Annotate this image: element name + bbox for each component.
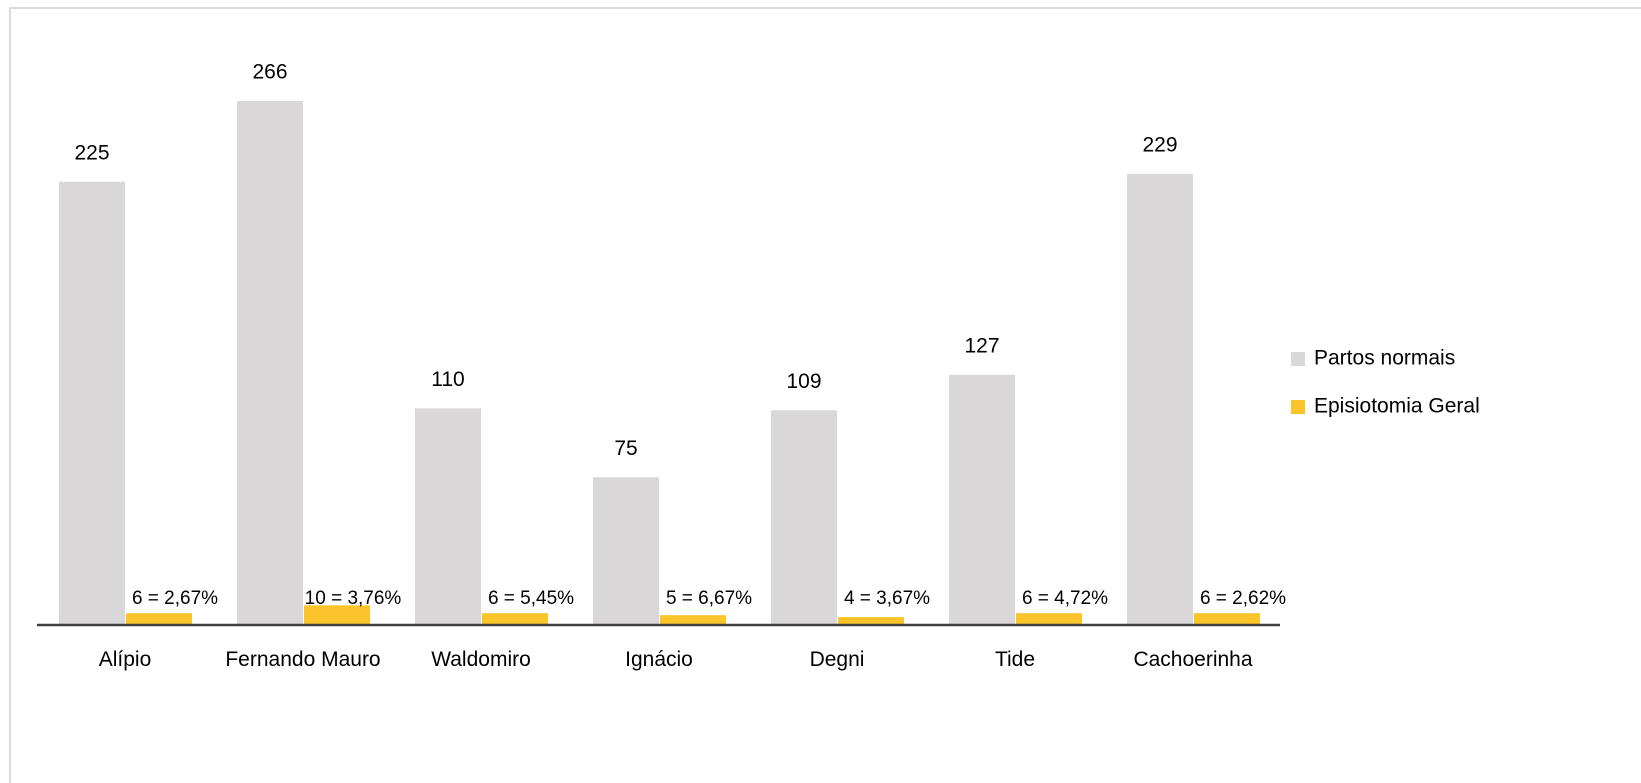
x-tick-label: Ignácio	[625, 648, 693, 671]
bar	[126, 613, 192, 625]
bar	[59, 181, 125, 626]
bar	[237, 101, 303, 625]
x-tick-label: Cachoerinha	[1133, 648, 1253, 671]
bar	[660, 615, 726, 625]
legend-label: Episiotomia Geral	[1314, 395, 1480, 418]
value-label: 6 = 4,72%	[1022, 588, 1108, 609]
value-label: 10 = 3,76%	[305, 588, 402, 609]
x-tick-label: Degni	[809, 648, 865, 671]
value-label: 109	[786, 370, 821, 393]
value-label: 75	[614, 437, 637, 460]
bar	[415, 408, 481, 625]
bar	[1194, 613, 1260, 625]
bar	[482, 613, 548, 625]
value-label: 127	[964, 334, 999, 357]
value-label: 229	[1142, 133, 1177, 156]
value-label: 4 = 3,67%	[844, 588, 930, 609]
bar	[1016, 613, 1082, 625]
value-label: 5 = 6,67%	[666, 588, 752, 609]
legend-swatch	[1291, 400, 1305, 414]
legend-swatch	[1291, 352, 1305, 366]
value-label: 225	[74, 141, 109, 164]
x-tick-label: Waldomiro	[431, 648, 531, 671]
value-label: 110	[431, 368, 464, 391]
value-label: 6 = 2,62%	[1200, 588, 1286, 609]
bar	[1127, 173, 1193, 626]
bar	[771, 410, 837, 625]
chart-frame	[9, 7, 1641, 783]
bar	[949, 374, 1015, 625]
value-label: 6 = 5,45%	[488, 588, 574, 609]
bar	[838, 617, 904, 625]
legend-label: Partos normais	[1314, 347, 1455, 370]
bar	[304, 605, 370, 625]
x-tick-label: Alípio	[98, 648, 152, 671]
bar	[593, 477, 659, 625]
x-tick-label: Fernando Mauro	[225, 648, 381, 671]
value-label: 266	[252, 61, 287, 84]
x-tick-label: Tide	[994, 648, 1036, 671]
value-label: 6 = 2,67%	[132, 588, 218, 609]
